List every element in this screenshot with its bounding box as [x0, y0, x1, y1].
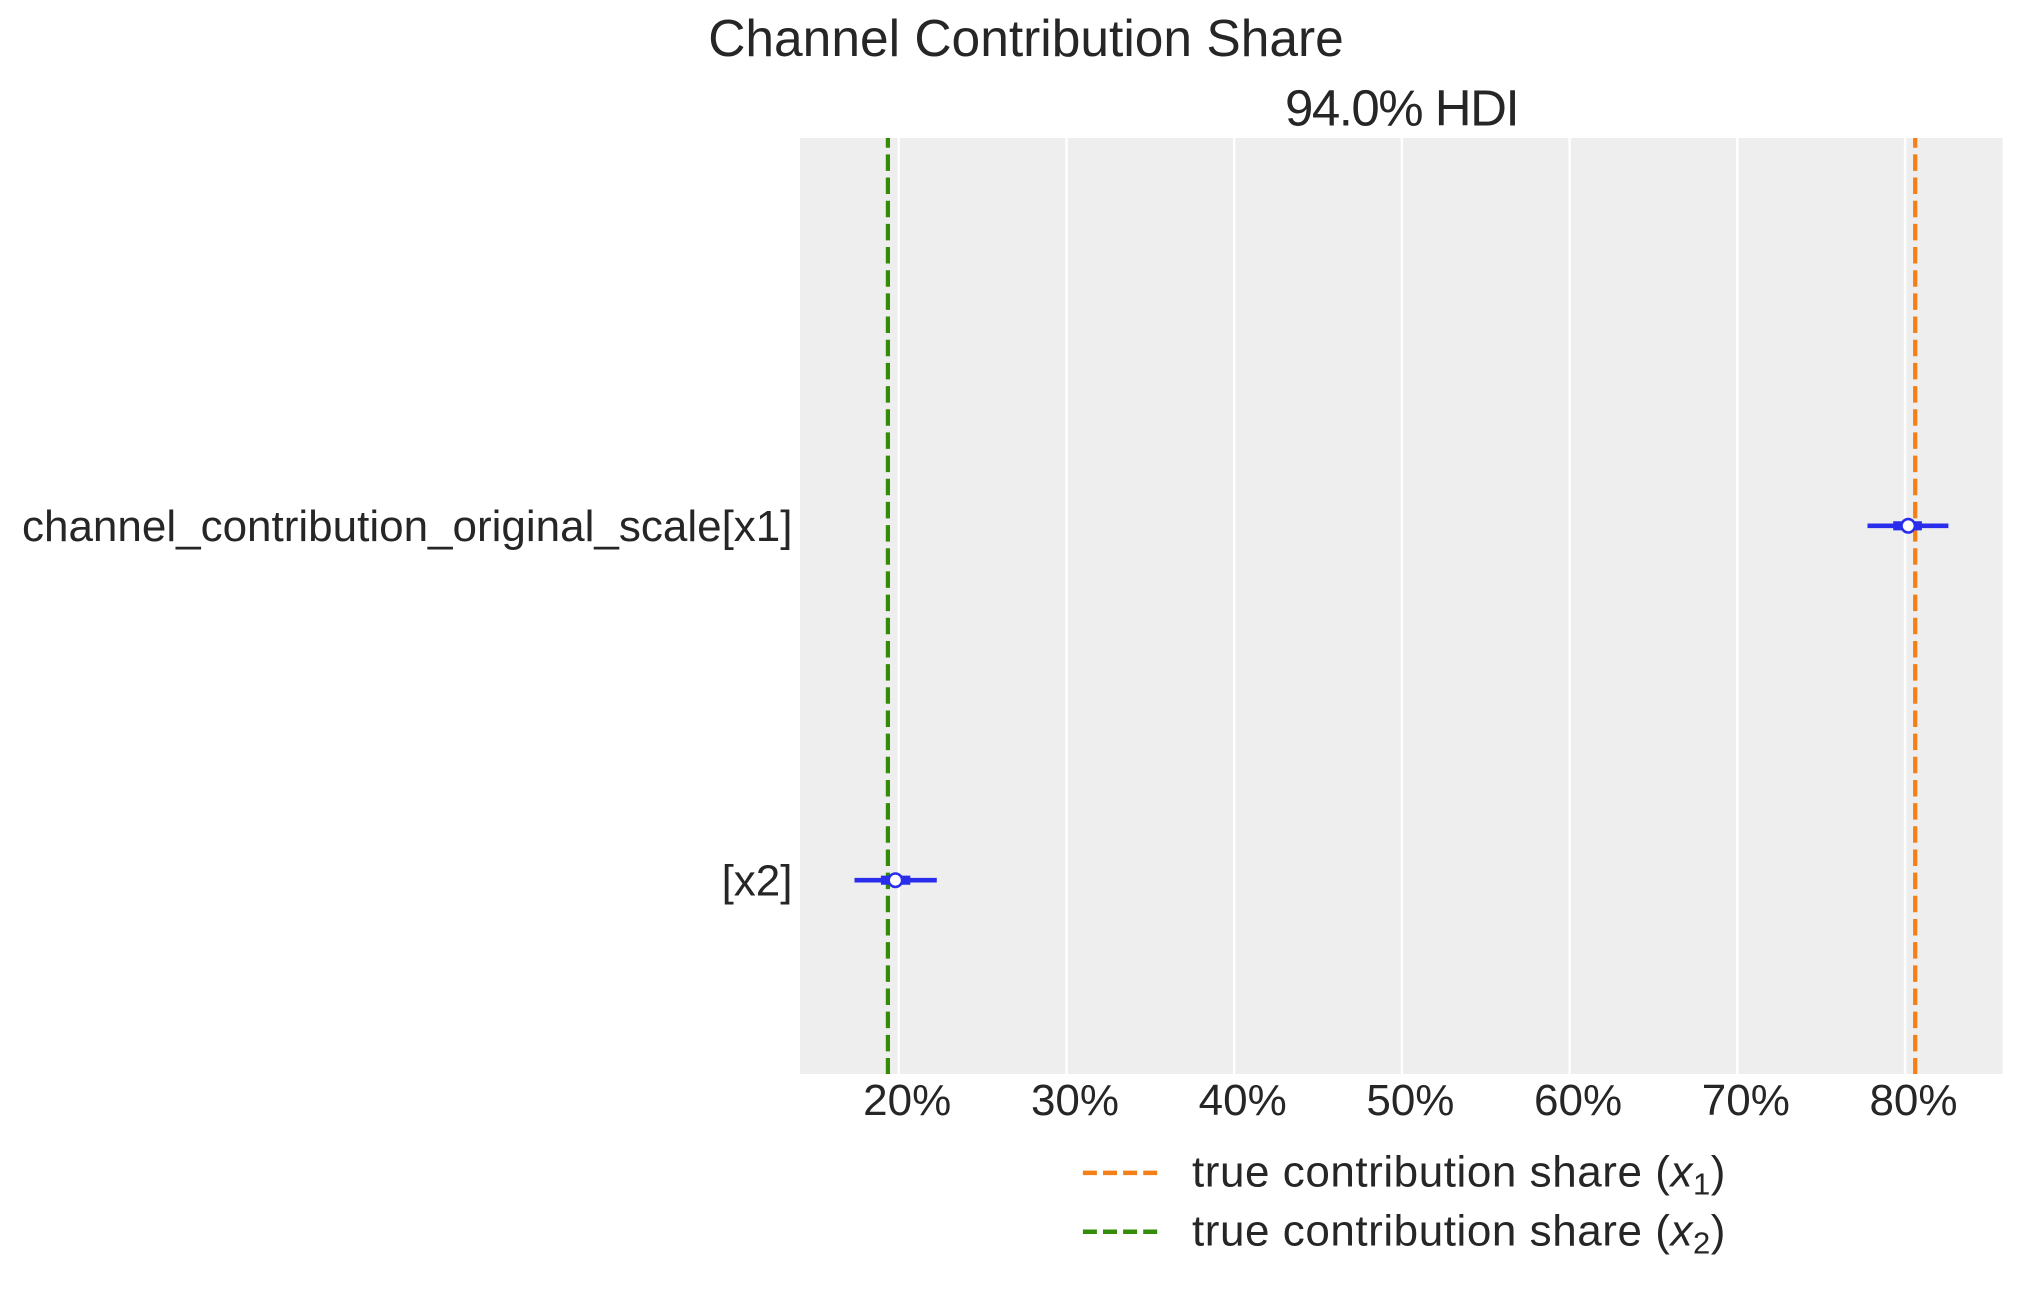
svg-text:60%: 60% — [1534, 1076, 1622, 1125]
svg-text:channel_contribution_original_: channel_contribution_original_scale[x1] — [22, 502, 793, 551]
svg-text:true contribution share (x1): true contribution share (x1) — [1192, 1148, 1726, 1202]
svg-text:Channel Contribution Share: Channel Contribution Share — [708, 9, 1344, 67]
svg-text:80%: 80% — [1869, 1076, 1957, 1125]
svg-text:94.0% HDI: 94.0% HDI — [1285, 80, 1518, 137]
svg-text:50%: 50% — [1366, 1076, 1454, 1125]
svg-text:30%: 30% — [1031, 1076, 1119, 1125]
svg-text:[x2]: [x2] — [722, 856, 793, 905]
svg-text:70%: 70% — [1702, 1076, 1790, 1125]
svg-text:20%: 20% — [863, 1076, 951, 1125]
svg-text:40%: 40% — [1199, 1076, 1287, 1125]
svg-text:true contribution share (x2): true contribution share (x2) — [1192, 1206, 1726, 1260]
